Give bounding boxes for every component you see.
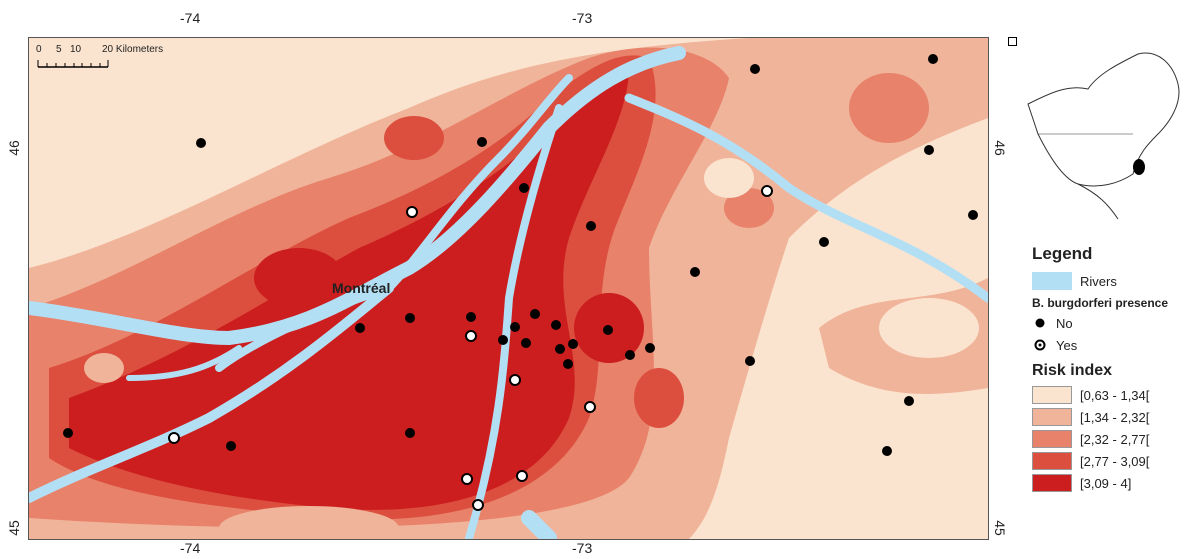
- risk-swatch-4: [1032, 452, 1072, 470]
- city-label-montreal: Montréal: [332, 280, 391, 296]
- risk-surface: [29, 38, 988, 539]
- scale-bar: 0 5 10 20 Kilometers: [36, 44, 176, 68]
- scale-tick-0: 0: [36, 44, 42, 55]
- rivers-swatch: [1032, 272, 1072, 290]
- right-lat-label-1: 46: [991, 140, 1008, 156]
- north-america-inset-map: [1027, 52, 1180, 220]
- risk-label-4: [2,77 - 3,09[: [1080, 453, 1150, 469]
- top-lon-label-1: -74: [180, 10, 201, 26]
- legend-no-row: No: [1032, 312, 1192, 334]
- risk-class-1: [0,63 - 1,34[: [1032, 384, 1192, 406]
- legend-title: Legend: [1032, 244, 1093, 263]
- risk-label-2: [1,34 - 2,32[: [1080, 409, 1150, 425]
- risk-index-title: Risk index: [1032, 362, 1113, 379]
- scale-tick-5: 5: [56, 44, 62, 55]
- rivers: [29, 46, 988, 539]
- left-lat-label-1: 46: [5, 140, 22, 156]
- presence-yes-points: [168, 185, 773, 511]
- scale-ruler: [37, 60, 109, 68]
- presence-no-label: No: [1056, 315, 1073, 331]
- map-legend: Legend Rivers B. burgdorferi presence No…: [1032, 244, 1192, 494]
- risk-label-5: [3,09 - 4]: [1080, 475, 1132, 491]
- legend-yes-row: Yes: [1032, 334, 1192, 356]
- presence-yes-label: Yes: [1056, 337, 1078, 353]
- yes-dot-icon: [1034, 339, 1046, 351]
- scale-tick-20: 20 Kilometers: [102, 44, 164, 55]
- risk-swatch-5: [1032, 474, 1072, 492]
- presence-title: B. burgdorferi presence: [1032, 296, 1169, 310]
- risk-class-4: [2,77 - 3,09[: [1032, 450, 1192, 472]
- risk-label-1: [0,63 - 1,34[: [1080, 387, 1150, 403]
- bottom-lon-label-2: -73: [572, 540, 593, 556]
- bottom-lon-label-1: -74: [180, 540, 201, 556]
- risk-map[interactable]: [28, 37, 989, 540]
- risk-swatch-2: [1032, 408, 1072, 426]
- study-area-marker: [1133, 159, 1145, 175]
- risk-swatch-1: [1032, 386, 1072, 404]
- right-lat-label-2: 45: [991, 520, 1008, 536]
- left-lat-label-2: 45: [5, 520, 22, 536]
- risk-label-3: [2,32 - 2,77[: [1080, 431, 1150, 447]
- scale-tick-10: 10: [70, 44, 82, 55]
- risk-swatch-3: [1032, 430, 1072, 448]
- presence-no-points: [63, 54, 978, 456]
- risk-class-5: [3,09 - 4]: [1032, 472, 1192, 494]
- inset-marker-box: [1008, 37, 1017, 46]
- top-lon-label-2: -73: [572, 10, 593, 26]
- risk-class-2: [1,34 - 2,32[: [1032, 406, 1192, 428]
- rivers-label: Rivers: [1080, 273, 1117, 289]
- risk-class-3: [2,32 - 2,77[: [1032, 428, 1192, 450]
- legend-rivers-row: Rivers: [1032, 270, 1192, 292]
- no-dot-icon: [1035, 318, 1045, 328]
